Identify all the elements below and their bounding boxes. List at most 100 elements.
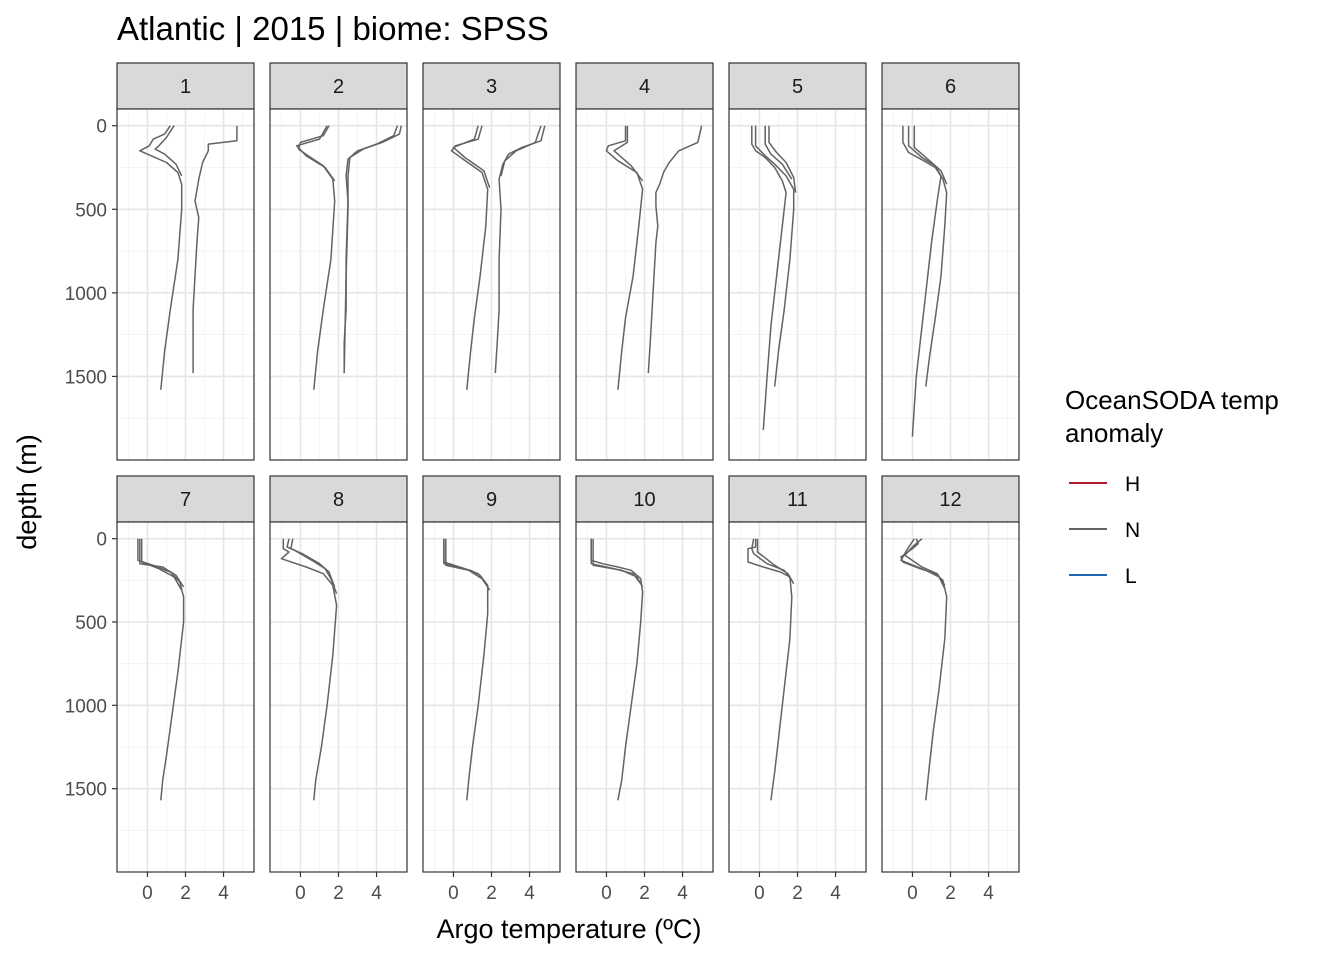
facet-panel-12: 12 0 2 4: [881, 475, 1020, 904]
series-line-N: [768, 125, 797, 193]
y-tick-label: 500: [75, 200, 107, 221]
series-line-N: [192, 125, 238, 374]
facet-strip: [881, 475, 1020, 523]
x-tick-label: 0: [601, 883, 612, 904]
x-tick-label: 4: [218, 883, 229, 904]
x-tick-label: 2: [486, 883, 497, 904]
facet-strip: [728, 475, 867, 523]
x-tick-label: 4: [983, 883, 994, 904]
facet-panel-9: 9 0 2 4: [422, 475, 561, 904]
facet-panel-5: 5: [728, 62, 867, 461]
series-line-N: [139, 125, 183, 390]
facet-strip: [575, 475, 714, 523]
facet-strip: [269, 62, 408, 110]
x-tick-label: 2: [792, 883, 803, 904]
panel-border: [422, 108, 561, 461]
series-line-N: [613, 125, 644, 182]
series-line-N: [137, 538, 185, 801]
facet-strip: [575, 62, 714, 110]
series-line-N: [452, 125, 491, 188]
x-tick-label: 2: [945, 883, 956, 904]
y-tick-label: 500: [75, 613, 107, 634]
series-line-N: [443, 538, 489, 801]
legend-label-H: H: [1125, 473, 1140, 496]
x-tick-label: 0: [295, 883, 306, 904]
series-line-N: [295, 125, 336, 182]
panel-border: [575, 108, 714, 461]
x-tick-label: 0: [142, 883, 153, 904]
x-tick-label: 0: [907, 883, 918, 904]
legend-title: anomaly: [1065, 418, 1163, 448]
series-line-N: [904, 538, 946, 586]
y-tick-label: 1500: [65, 367, 107, 388]
y-tick-label: 1000: [65, 284, 107, 305]
series-line-N: [751, 125, 787, 430]
panel-border: [881, 108, 1020, 461]
facet-strip-label: 8: [333, 489, 344, 511]
series-line-N: [343, 125, 403, 374]
facet-strip-label: 9: [486, 489, 497, 511]
facet-strip-label: 1: [180, 76, 191, 98]
facet-panel-7: 7 0 500 1000 1500 0 2 4: [65, 475, 255, 904]
facet-strip-label: 11: [787, 489, 808, 511]
facet-panel-4: 4: [575, 62, 714, 461]
series-line-N: [445, 538, 489, 588]
series-line-N: [500, 125, 542, 177]
legend-label-N: N: [1125, 519, 1140, 542]
facet-strip: [728, 62, 867, 110]
facet-strip-label: 7: [180, 489, 191, 511]
series-line-N: [290, 538, 336, 588]
x-tick-label: 2: [180, 883, 191, 904]
series-line-N: [913, 125, 948, 185]
facet-panel-10: 10 0 2 4: [575, 475, 714, 904]
series-line-N: [140, 538, 183, 591]
series-line-N: [605, 125, 644, 390]
facet-panel-11: 11 0 2 4: [728, 475, 867, 904]
facet-strip: [422, 475, 561, 523]
series-line-N: [902, 125, 948, 387]
facet-panel-3: 3: [422, 62, 561, 461]
series-line-N: [756, 538, 795, 585]
series-line-N: [590, 538, 644, 801]
facet-strip-label: 3: [486, 76, 497, 98]
chart-title: Atlantic | 2015 | biome: SPSS: [117, 10, 549, 47]
series-line-N: [647, 125, 703, 374]
x-tick-label: 4: [677, 883, 688, 904]
x-tick-label: 0: [754, 883, 765, 904]
facet-strip-label: 4: [639, 76, 650, 98]
legend-title: OceanSODA temp: [1065, 385, 1279, 415]
series-line-N: [907, 125, 942, 437]
facet-strip-label: 12: [939, 489, 961, 511]
facet-panel-1: 1 0 500 1000 1500: [65, 62, 255, 461]
series-line-N: [764, 125, 793, 180]
facet-strip-label: 10: [633, 489, 655, 511]
facet-strip: [422, 62, 561, 110]
facet-strip-label: 5: [792, 76, 803, 98]
facet-panel-2: 2: [269, 62, 408, 461]
facet-panel-8: 8 0 2 4: [269, 475, 408, 904]
panel-border: [269, 108, 408, 461]
x-axis-title: Argo temperature (ºC): [437, 914, 702, 944]
series-line-N: [154, 125, 183, 177]
series-line-N: [754, 125, 795, 387]
y-tick-label: 1000: [65, 696, 107, 717]
x-tick-label: 4: [371, 883, 382, 904]
y-tick-label: 0: [96, 530, 107, 551]
y-tick-label: 0: [96, 117, 107, 138]
x-tick-label: 2: [639, 883, 650, 904]
panel-border: [728, 108, 867, 461]
x-tick-label: 2: [333, 883, 344, 904]
facet-strip: [116, 62, 255, 110]
series-line-N: [139, 538, 185, 588]
x-tick-label: 4: [830, 883, 841, 904]
y-axis-title: depth (m): [12, 434, 42, 550]
y-tick-label: 1500: [65, 780, 107, 801]
facet-panel-6: 6: [881, 62, 1020, 461]
facet-strip: [116, 475, 255, 523]
series-line-N: [592, 538, 644, 588]
panel-border: [116, 108, 255, 461]
facet-strip-label: 2: [333, 76, 344, 98]
